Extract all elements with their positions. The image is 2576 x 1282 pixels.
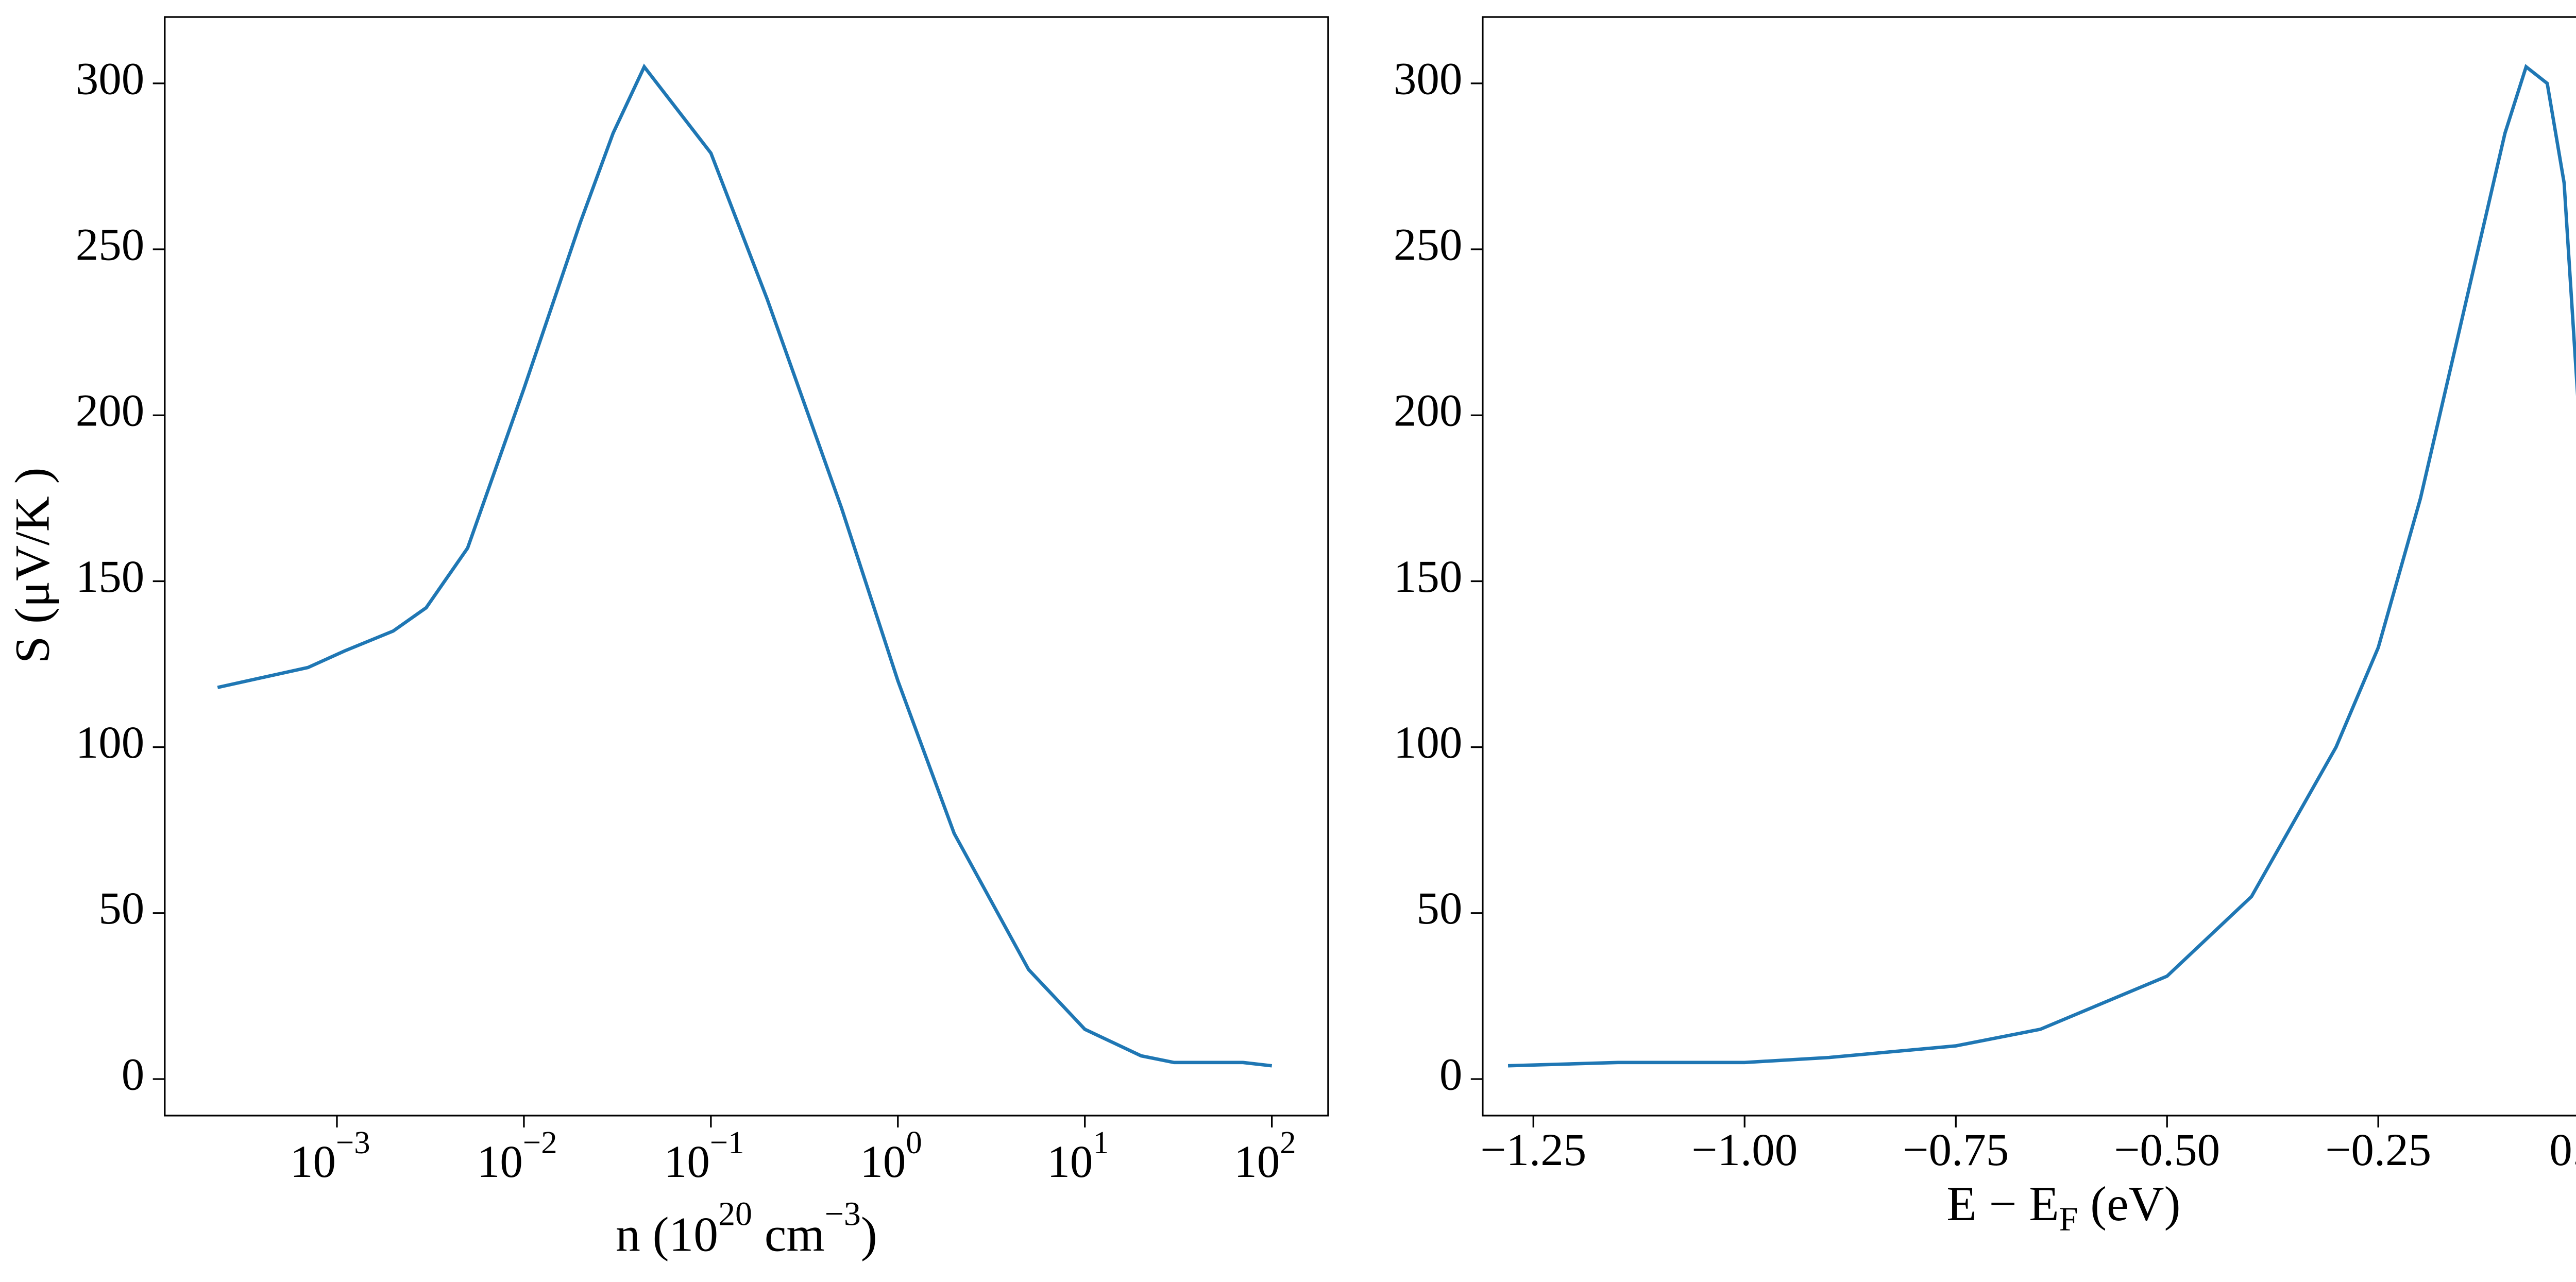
- y-tick-label: 100: [1394, 717, 1463, 768]
- x-tick-label: −0.75: [1903, 1125, 2009, 1175]
- x-tick-label: −1.00: [1691, 1125, 1798, 1175]
- axes-frame: [1482, 16, 2576, 1117]
- x-axis-label: n (1020 cm−3): [616, 1195, 877, 1262]
- y-tick-label: 300: [76, 54, 145, 104]
- x-tick-label: 100: [860, 1125, 922, 1188]
- x-label-part: ): [861, 1207, 877, 1261]
- x-tick-exponent: 1: [1093, 1125, 1109, 1161]
- x-tick-base: 10: [664, 1137, 710, 1187]
- y-tick-label: 100: [76, 717, 145, 768]
- x-tick-exponent: −2: [523, 1125, 557, 1161]
- x-tick-label: 0.00: [2549, 1125, 2576, 1175]
- y-tick-label: 0: [1439, 1049, 1463, 1100]
- y-tick-label: 200: [76, 386, 145, 436]
- y-tick-label: 300: [1394, 54, 1463, 104]
- x-tick-label: 10−3: [290, 1125, 370, 1188]
- x-tick-base: 10: [290, 1137, 336, 1187]
- x-label-part: E − E: [1946, 1176, 2059, 1231]
- x-tick-exponent: −1: [710, 1125, 744, 1161]
- x-tick-exponent: −3: [336, 1125, 370, 1161]
- line: [1507, 64, 2576, 1068]
- axes-frame: [164, 16, 1329, 1117]
- x-tick-base: 10: [860, 1137, 906, 1187]
- x-tick-exponent: 0: [906, 1125, 922, 1161]
- x-label-part: cm: [752, 1207, 825, 1261]
- x-tick-base: 10: [477, 1137, 523, 1187]
- x-axis-label: E − EF (eV): [1946, 1176, 2180, 1238]
- y-tick-label: 50: [1416, 883, 1462, 934]
- y-tick-label: 50: [98, 883, 144, 934]
- x-tick-label: −1.25: [1480, 1125, 1586, 1175]
- y-tick-label: 150: [76, 552, 145, 602]
- y-tick-label: 150: [1394, 552, 1463, 602]
- y-tick-label: 250: [76, 219, 145, 270]
- x-label-sup: −3: [825, 1195, 861, 1233]
- x-tick-label: 102: [1234, 1125, 1296, 1188]
- x-tick-exponent: 2: [1280, 1125, 1296, 1161]
- x-tick-label: 101: [1047, 1125, 1109, 1188]
- y-tick-label: 200: [1394, 386, 1463, 436]
- x-label-part: n (10: [616, 1207, 718, 1261]
- x-tick-base: 10: [1047, 1137, 1093, 1187]
- panel: 0 50 100 150 200 250 300 −1.25 −1.00 −0.75 −0.50 −0…: [1394, 16, 2576, 1238]
- y-tick-label: 0: [122, 1049, 144, 1100]
- x-tick-label: 10−2: [477, 1125, 557, 1188]
- x-tick-label: −0.25: [2325, 1125, 2431, 1175]
- x-tick-base: 10: [1234, 1137, 1280, 1187]
- x-tick-label: 10−1: [664, 1125, 744, 1188]
- x-label-sup: 20: [718, 1195, 752, 1233]
- y-axis-label: S (μV/K ): [5, 468, 59, 664]
- x-label-part: (eV): [2078, 1176, 2180, 1231]
- x-label-sub: F: [2059, 1201, 2078, 1238]
- x-tick-label: −0.50: [2114, 1125, 2220, 1175]
- y-tick-label: 250: [1394, 219, 1463, 270]
- line: [217, 63, 1273, 1068]
